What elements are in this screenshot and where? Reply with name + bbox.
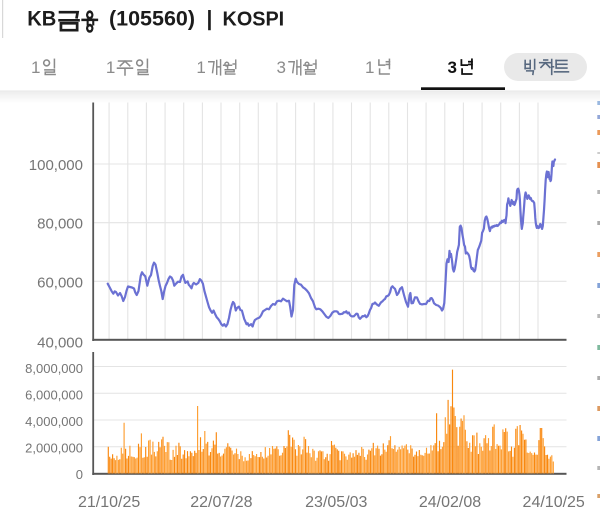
svg-text:KB: KB: [27, 7, 56, 30]
svg-text:2,000,000: 2,000,000: [25, 441, 83, 456]
svg-text:1: 1: [365, 58, 374, 77]
svg-text:100,000: 100,000: [29, 157, 83, 174]
svg-text:80,000: 80,000: [37, 216, 83, 233]
svg-text:21/10/25: 21/10/25: [78, 494, 140, 511]
svg-text:3: 3: [277, 58, 286, 77]
svg-text:1: 1: [196, 58, 205, 77]
svg-text:8,000,000: 8,000,000: [25, 361, 83, 376]
svg-text:|: |: [207, 7, 213, 30]
svg-text:3: 3: [448, 58, 457, 77]
svg-text:4,000,000: 4,000,000: [25, 414, 83, 429]
svg-text:1: 1: [31, 58, 40, 77]
svg-text:KOSPI: KOSPI: [223, 7, 285, 30]
svg-text:24/02/08: 24/02/08: [419, 494, 481, 511]
svg-text:1: 1: [106, 58, 115, 77]
svg-text:24/10/25: 24/10/25: [523, 494, 585, 511]
svg-text:60,000: 60,000: [37, 275, 83, 292]
svg-text:(105560): (105560): [109, 7, 195, 30]
svg-text:0: 0: [76, 467, 83, 482]
svg-text:22/07/28: 22/07/28: [190, 494, 252, 511]
svg-text:40,000: 40,000: [37, 335, 83, 352]
svg-text:6,000,000: 6,000,000: [25, 388, 83, 403]
svg-text:23/05/03: 23/05/03: [305, 494, 367, 511]
